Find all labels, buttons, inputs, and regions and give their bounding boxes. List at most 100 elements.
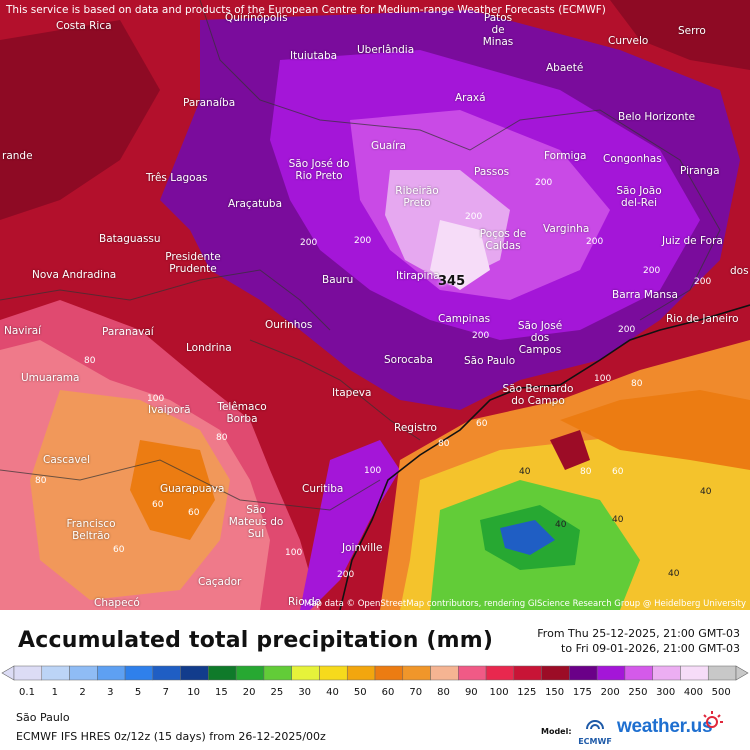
contour-value: 40 <box>668 569 680 579</box>
legend-label: 125 <box>517 687 536 698</box>
city-label: Costa Rica <box>56 20 112 32</box>
contour-value: 100 <box>594 374 612 384</box>
city-label: Nova Andradina <box>32 269 117 281</box>
ecmwf-icon <box>586 720 604 730</box>
legend-label: 3 <box>107 687 113 698</box>
legend-swatch <box>13 665 43 681</box>
city-label: Rio de Janeiro <box>666 313 739 325</box>
city-label: Três Lagoas <box>146 172 208 184</box>
city-label: dos <box>730 265 749 277</box>
legend-swatch <box>124 665 154 681</box>
precipitation-map[interactable]: This service is based on data and produc… <box>0 0 750 610</box>
contour-value: 200 <box>472 331 490 341</box>
ecmwf-text: ECMWF <box>578 737 612 746</box>
legend-label: 1 <box>52 687 58 698</box>
legend-swatch <box>180 665 209 681</box>
legend-swatch <box>263 665 292 681</box>
city-label: Paranaíba <box>183 97 236 109</box>
legend-label: 100 <box>490 687 509 698</box>
max-value-label: 345 <box>438 274 466 289</box>
legend-swatch <box>235 665 265 681</box>
color-legend: 0.1 1 2 3 5 7 10 15 20 25 30 40 50 60 70 80 90 100 125 150 1… <box>1 665 749 698</box>
city-label: Patos de Minas <box>482 12 514 48</box>
city-label: Serro <box>678 25 706 37</box>
coastline <box>339 304 750 610</box>
city-label: Bauru <box>322 274 354 286</box>
city-label: Itapeva <box>332 387 372 399</box>
city-label: Rio do <box>288 596 322 608</box>
legend-label: 50 <box>354 687 367 698</box>
city-label: Quirinópolis <box>225 12 288 24</box>
contour-value: 80 <box>35 476 47 486</box>
contour-value: 80 <box>580 467 592 477</box>
location-label: São Paulo <box>16 711 70 724</box>
period-start: From Thu 25-12-2025, 21:00 GMT-03 <box>537 627 740 640</box>
legend-label: 5 <box>135 687 141 698</box>
contour-value: 200 <box>694 277 712 287</box>
field-dark-orange-sw <box>130 440 215 540</box>
legend-label: 500 <box>712 687 731 698</box>
weather-us-logo[interactable]: weather.us <box>617 716 713 737</box>
model-info: ECMWF IFS HRES 0z/12z (15 days) from 26-… <box>16 730 326 743</box>
city-label: Varginha <box>543 223 590 235</box>
legend-label: 20 <box>243 687 256 698</box>
city-label: São Paulo <box>464 355 516 367</box>
state-border-pr-sc <box>0 459 381 511</box>
city-label: São João del-Rei <box>616 185 662 209</box>
contour-value: 200 <box>337 570 355 580</box>
legend-swatch <box>624 665 653 681</box>
contour-value: 200 <box>618 325 636 335</box>
legend-label: 90 <box>465 687 478 698</box>
legend-label: 60 <box>382 687 395 698</box>
legend-label: 0.1 <box>19 687 35 698</box>
city-label: Telêmaco Borba <box>217 401 267 425</box>
city-label: Ituiutaba <box>290 50 338 62</box>
period-end: to Fri 09-01-2026, 21:00 GMT-03 <box>561 642 740 655</box>
legend-label: 25 <box>271 687 284 698</box>
city-label: Cascavel <box>43 454 91 466</box>
city-label: Francisco Beltrão <box>66 518 116 542</box>
state-border-sp-pr <box>249 339 421 441</box>
sun-icon <box>703 711 723 728</box>
contour-value: 40 <box>519 467 531 477</box>
city-label: Ivaiporã <box>148 404 191 416</box>
city-label: Bataguassu <box>99 233 161 245</box>
legend-swatch <box>680 665 709 681</box>
legend-swatch <box>208 665 237 681</box>
city-label: Abaeté <box>546 62 584 74</box>
legend-swatch <box>97 665 126 681</box>
forecast-period: From Thu 25-12-2025, 21:00 GMT-03 to Fri… <box>537 626 740 656</box>
contour-value: 100 <box>147 394 165 404</box>
legend-label: 40 <box>326 687 339 698</box>
city-label: Ourinhos <box>265 319 313 331</box>
contour-value: 40 <box>555 520 567 530</box>
legend-arrow-low <box>1 665 15 681</box>
contour-value: 60 <box>188 508 200 518</box>
city-label: Juiz de Fora <box>662 235 723 247</box>
city-label: rande <box>2 150 33 162</box>
contour-value: 60 <box>152 500 164 510</box>
legend-swatch <box>596 665 626 681</box>
legend-swatch <box>707 665 737 681</box>
legend-label: 2 <box>79 687 85 698</box>
map-attribution[interactable]: Map data © OpenStreetMap contributors, r… <box>304 599 746 609</box>
model-label: Model: <box>541 727 572 736</box>
city-label: Araxá <box>455 92 486 104</box>
legend-label: 80 <box>437 687 450 698</box>
legend-label: 150 <box>545 687 564 698</box>
contour-value: 100 <box>364 466 382 476</box>
legend-swatch <box>513 665 542 681</box>
city-label: Londrina <box>186 342 232 354</box>
field-ocean-dark-orange <box>560 390 750 470</box>
legend-swatch <box>69 665 98 681</box>
city-label: Sorocaba <box>384 354 433 366</box>
city-label: Paranavaí <box>102 326 154 338</box>
legend-swatch <box>41 665 70 681</box>
contour-value: 200 <box>535 178 553 188</box>
city-label: São Mateus do Sul <box>228 504 284 540</box>
legend-swatch <box>430 665 459 681</box>
legend-swatch <box>485 665 515 681</box>
city-label: Formiga <box>544 150 587 162</box>
legend-label: 15 <box>215 687 228 698</box>
legend-swatch <box>458 665 487 681</box>
